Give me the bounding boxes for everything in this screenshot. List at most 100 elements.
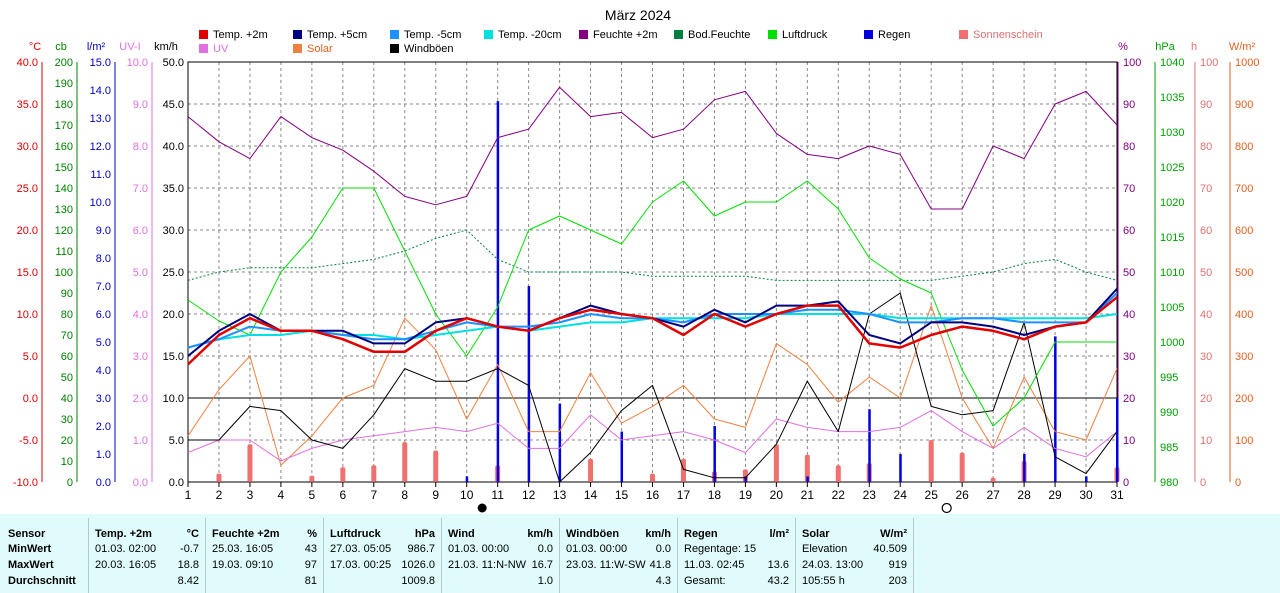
stats-solar-elevation-value: 40.509 [873,543,907,555]
axis-tick-label: 80 [1200,141,1212,153]
sunshine-bar [990,477,996,482]
rain-bar [1023,454,1026,482]
axis-tick-label: 0 [1235,477,1241,489]
axis-unit-label: h [1191,41,1197,53]
axis-tick-label: 150 [55,162,73,174]
stats-header-windboen: Windböen [566,528,620,540]
stats-luftdruck-column: Luftdruck hPa 27.03. 05:05 986.7 17.03. … [324,514,441,593]
series-line-bod-feuchte [187,229,1118,281]
stats-header-sensor: Sensor [8,528,46,540]
axis-tick-label: 20 [61,435,73,447]
axis-tick-label: 40 [1123,309,1135,321]
x-tick-label: 1 [185,488,192,502]
axis-tick-label: 10.0 [17,309,38,321]
sunshine-bar [216,473,222,482]
legend-label: Temp. -5cm [404,29,461,41]
weather-chart: März 2024 Temp. +2m Temp. +5cm Temp. -5cm T… [13,7,1259,514]
axis-tick-label: 9.0 [96,225,111,237]
stats-divider [795,518,796,593]
stats-divider [913,518,914,593]
x-tick-label: 3 [247,488,254,502]
stats-wind-min-time: 01.03. 00:00 [448,543,510,555]
x-tick-label: 10 [460,488,474,502]
rain-bar [899,454,902,482]
axis-unit-label: hPa [1155,41,1175,53]
stats-luftdruck-max-time: 17.03. 00:25 [330,559,392,571]
axis-tick-label: 160 [55,141,73,153]
full-moon-icon [941,502,952,514]
sunshine-bar [371,465,377,482]
axis-tick-label: 8.0 [96,253,111,265]
x-tick-label: 30 [1079,488,1093,502]
axis-tick-label: 900 [1235,99,1253,111]
stats-regen-column: Regen l/m² Regentage: 15 11.03. 02:45 13… [678,514,795,593]
legend-swatch [484,30,493,39]
axis-tick-label: 5.0 [96,337,111,349]
series-line-windb-en [188,292,1118,483]
stats-windboen-max-value: 41.8 [649,559,671,571]
rain-bar [1054,336,1057,482]
axis-tick-label: 1020 [1160,197,1184,209]
rain-bar [1085,476,1088,482]
stats-unit-windboen: km/h [645,528,671,540]
axis-tick-label: 200 [55,57,73,69]
axis-tick-label: 180 [55,99,73,111]
sunshine-bar [928,440,934,482]
legend-label: Feuchte +2m [593,29,658,41]
stats-temp-min-value: -0.7 [180,543,199,555]
stats-unit-temp: °C [186,528,199,540]
stats-windboen-min-value: 0.0 [655,543,671,555]
x-tick-label: 11 [491,488,504,502]
x-tick-label: 9 [432,488,439,502]
axis-tick-label: 3.0 [133,351,148,363]
stats-windboen-column: Windböen km/h 01.03. 00:00 0.0 23.03. 11… [560,514,677,593]
legend-label: Windböen [404,43,454,55]
axis-tick-label: 35.0 [163,183,184,195]
legend-label: Temp. -20cm [498,29,562,41]
axis-tick-label: 12.0 [90,141,111,153]
axis-tick-label: 1000 [1160,337,1184,349]
stats-luftdruck-avg-value: 1009.8 [401,575,435,587]
axis-tick-label: 15.0 [17,267,38,279]
sunshine-bar [309,475,315,482]
x-tick-label: 6 [339,488,346,502]
x-tick-label: 31 [1110,488,1124,502]
x-tick-label: 14 [584,488,598,502]
axis-tick-label: 100 [1200,57,1218,69]
axis-unit-label: W/m² [1229,41,1256,53]
axis-tick-label: 980 [1160,477,1178,489]
axis-tick-label: 0.0 [169,477,184,489]
axis-tick-label: 120 [55,225,73,237]
stats-wind-max-value: 16.7 [531,559,553,571]
x-tick-label: 18 [708,488,722,502]
x-tick-label: 15 [615,488,629,502]
axis-tick-label: 1.0 [96,449,111,461]
axis-tick-label: 7.0 [133,183,148,195]
axis-tick-label: 200 [1235,393,1253,405]
rain-bar [620,431,624,482]
stats-windboen-min-time: 01.03. 00:00 [566,543,628,555]
series-line-solar [187,305,1118,466]
axis-tick-label: 10.0 [127,57,148,69]
axis-tick-label: 1.0 [133,435,148,447]
axis-tick-label: 4.0 [96,365,111,377]
legend-swatch [864,30,873,39]
axis-tick-label: 25.0 [17,183,38,195]
stats-solar-avg-value: 203 [888,575,907,587]
rain-bar [744,476,747,482]
stats-divider [441,518,442,593]
stats-solar-max-time: 24.03. 13:00 [802,559,864,571]
stats-wind-max-time: 21.03. 11:N-NW [448,559,527,571]
sunshine-bar [340,467,346,482]
axis-tick-label: 6.0 [96,309,111,321]
stats-regen-total-value: 43.2 [767,575,789,587]
axis-tick-label: 2.0 [133,393,148,405]
legend-swatch [199,44,208,53]
legend-swatch [674,30,683,39]
axis-tick-label: 1030 [1160,127,1184,139]
stats-header-wind: Wind [448,528,475,540]
axis-tick-label: 50 [1200,267,1212,279]
axis-tick-label: 985 [1160,442,1178,454]
axis-tick-label: -5.0 [19,435,38,447]
axis-tick-label: 9.0 [133,99,148,111]
